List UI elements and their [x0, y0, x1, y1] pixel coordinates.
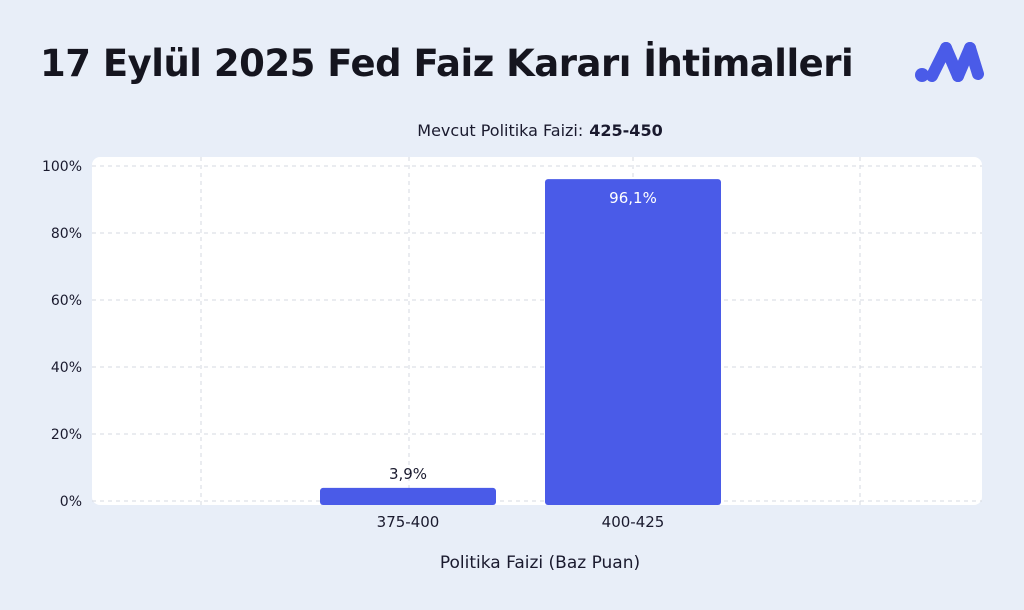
- chart-subtitle: Mevcut Politika Faizi: 425-450: [0, 121, 1024, 140]
- y-tick-label: 0%: [60, 494, 82, 510]
- subtitle-label: Mevcut Politika Faizi:: [417, 121, 584, 140]
- chart-title: 17 Eylül 2025 Fed Faiz Kararı İhtimaller…: [40, 42, 854, 85]
- y-tick-label: 60%: [51, 293, 82, 309]
- bar: [320, 487, 496, 505]
- y-tick-label: 100%: [42, 159, 82, 175]
- subtitle-value: 425-450: [589, 121, 663, 140]
- y-tick-label: 80%: [51, 226, 82, 242]
- x-tick-label: 400-425: [602, 513, 665, 531]
- bar: [545, 179, 721, 505]
- data-label: 96,1%: [609, 189, 657, 207]
- x-axis-label: Politika Faizi (Baz Puan): [439, 553, 641, 573]
- data-label: 3,9%: [389, 465, 427, 483]
- x-tick-label: 375-400: [377, 513, 440, 531]
- y-tick-label: 40%: [51, 360, 82, 376]
- brand-logo-icon: [915, 42, 984, 82]
- plot-area: [92, 157, 982, 505]
- y-tick-label: 20%: [51, 427, 82, 443]
